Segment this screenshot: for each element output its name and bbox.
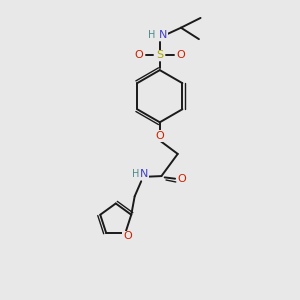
Text: N: N [159,30,167,40]
Text: O: O [177,174,186,184]
Text: O: O [134,50,143,60]
Text: H: H [148,30,155,40]
Text: H: H [132,169,139,179]
Text: N: N [140,169,148,179]
Text: O: O [155,131,164,141]
Text: S: S [156,50,163,60]
Text: O: O [177,50,185,60]
Text: O: O [123,231,132,241]
